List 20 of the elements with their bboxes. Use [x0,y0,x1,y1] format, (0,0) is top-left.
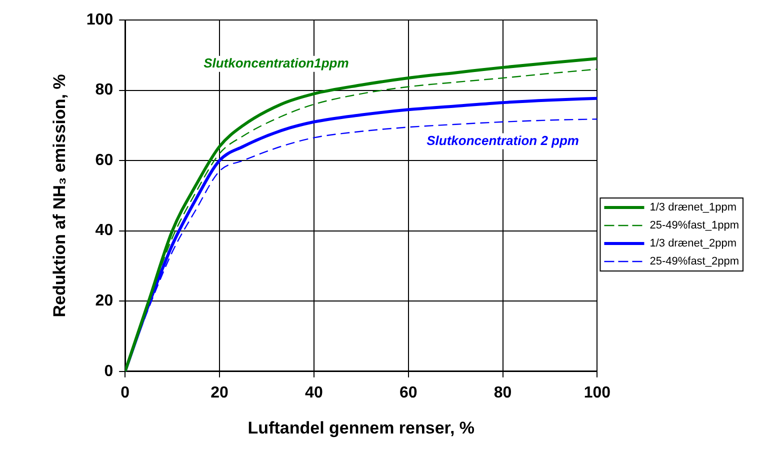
x-tick-label: 80 [494,384,512,402]
x-tick-label: 0 [120,384,130,402]
annotation: Slutkoncentration1ppm [204,56,350,71]
y-axis-title: Reduktion af NH₃ emission, % [50,74,69,318]
x-tick-label: 40 [305,384,323,402]
legend-label: 1/3 drænet_1ppm [650,202,737,214]
x-tick-label: 60 [399,384,418,402]
legend-label: 1/3 drænet_2ppm [650,238,737,250]
x-tick-label: 100 [584,384,611,402]
y-tick-label: 40 [95,222,114,240]
y-tick-label: 100 [86,11,114,28]
annotation: Slutkoncentration 2 ppm [426,132,580,148]
legend-label: 25-49%fast_1ppm [650,220,740,232]
x-axis-title: Luftandel gennem renser, % [248,418,475,438]
y-tick-label: 80 [95,82,114,99]
x-tick-label: 20 [210,384,229,402]
legend-label: 25-49%fast_2ppm [650,256,740,268]
y-tick-label: 60 [95,152,114,169]
y-tick-label: 20 [95,292,114,310]
y-tick-label: 0 [104,362,114,380]
